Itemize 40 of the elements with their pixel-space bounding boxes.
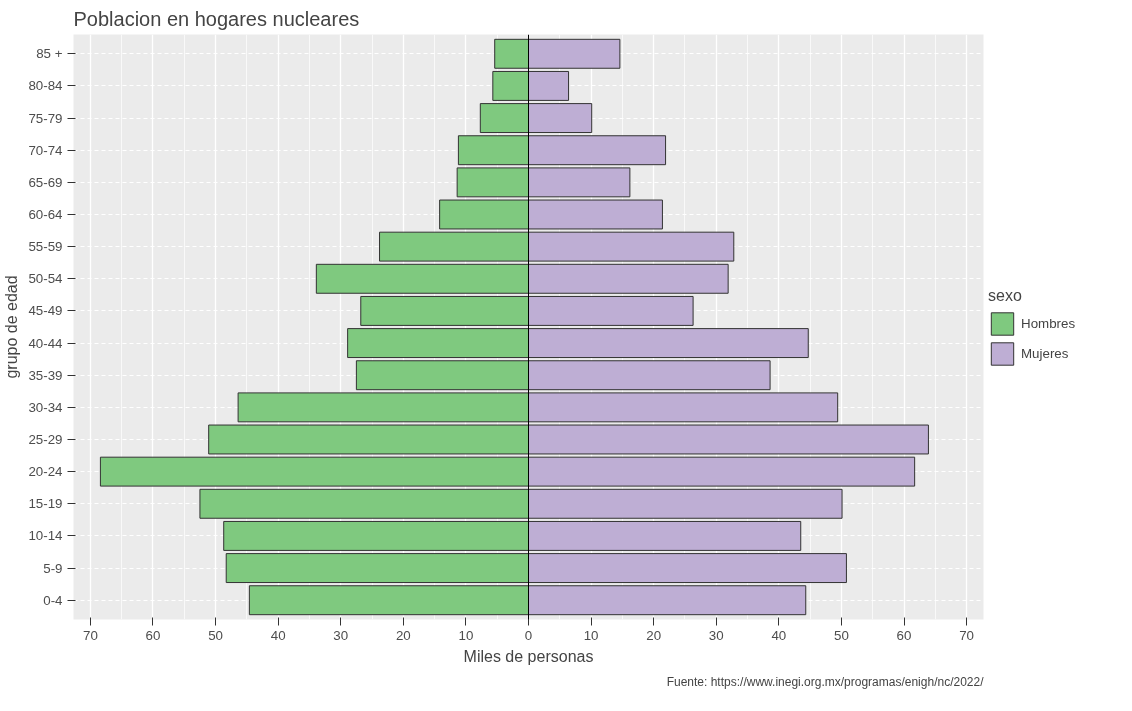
y-tick-label: 10-14	[28, 528, 64, 544]
y-tick-label: 35-39	[28, 367, 63, 383]
y-tick-label: 30-34	[28, 399, 64, 415]
x-tick-label: 20	[646, 627, 662, 643]
y-tick-label: 40-44	[28, 335, 64, 351]
y-tick-label: 15-19	[28, 496, 63, 512]
y-tick-label: 50-54	[28, 271, 64, 287]
x-tick-label: 10	[458, 627, 474, 643]
y-axis-title: grupo de edad	[3, 275, 21, 379]
legend-label: Mujeres	[1021, 345, 1069, 361]
x-tick-label: 50	[208, 627, 223, 643]
chart-title: Poblacion en hogares nucleares	[73, 7, 360, 30]
x-tick-label: 70	[82, 627, 98, 643]
x-tick-label: 50	[834, 627, 849, 643]
legend-label: Hombres	[1021, 315, 1076, 331]
y-tick-label: 55-59	[28, 239, 63, 255]
y-tick-label: 0-4	[43, 592, 64, 608]
y-tick-label: 5-9	[43, 560, 63, 576]
legend-title: sexo	[988, 286, 1023, 304]
x-tick-label: 40	[270, 627, 286, 643]
y-tick-label: 85 +	[36, 46, 63, 62]
x-axis-title: Miles de personas	[463, 647, 594, 665]
y-tick-label: 80-84	[28, 78, 64, 94]
x-tick-label: 60	[145, 627, 161, 643]
y-tick-label: 45-49	[28, 303, 63, 319]
x-tick-label: 10	[583, 627, 599, 643]
x-tick-label: 30	[708, 627, 724, 643]
y-tick-label: 20-24	[28, 464, 64, 480]
source-note: Fuente: https://www.inegi.org.mx/programas/enigh/nc/2022/	[666, 674, 985, 689]
x-tick-label: 60	[896, 627, 912, 643]
y-tick-label: 25-29	[28, 432, 63, 447]
y-tick-label: 75-79	[28, 110, 63, 126]
x-tick-label: 70	[959, 627, 975, 643]
y-tick-label: 60-64	[28, 207, 64, 222]
x-tick-label: 0	[524, 627, 533, 643]
y-tick-label: 70-74	[28, 142, 64, 158]
x-tick-label: 40	[771, 627, 787, 643]
y-tick-label: 65-69	[28, 174, 63, 190]
x-tick-label: 30	[333, 627, 349, 643]
x-tick-label: 20	[395, 627, 411, 643]
